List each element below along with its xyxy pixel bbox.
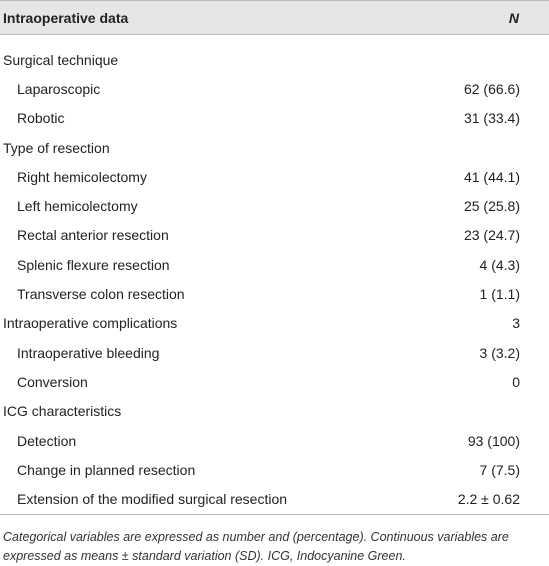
group-value <box>417 133 549 162</box>
item-label: Splenic flexure resection <box>17 256 170 273</box>
item-row: Transverse colon resection 1 (1.1) <box>0 279 549 308</box>
group-value <box>417 35 549 75</box>
group-value: 3 <box>512 315 520 332</box>
item-value: 62 (66.6) <box>463 80 520 97</box>
item-value: 2.2 ± 0.62 <box>416 484 549 515</box>
item-label: Extension of the modified surgical resec… <box>0 484 417 515</box>
item-value: 25 (25.8) <box>463 198 520 215</box>
group-label: Type of resection <box>3 139 110 156</box>
group-label: ICG characteristics <box>3 403 122 420</box>
header-value: N <box>416 0 549 35</box>
item-row: Rectal anterior resection 23 (24.7) <box>0 221 549 250</box>
item-label: Right hemicolectomy <box>17 168 147 185</box>
item-value: 93 (100) <box>467 432 520 449</box>
item-row: Laparoscopic 62 (66.6) <box>0 74 549 103</box>
item-row: Splenic flexure resection 4 (4.3) <box>0 250 549 279</box>
group-row: Surgical technique <box>0 35 549 75</box>
item-value: 23 (24.7) <box>463 227 520 244</box>
item-row: Conversion 0 <box>0 367 549 396</box>
item-row: Intraoperative bleeding 3 (3.2) <box>0 338 549 367</box>
item-row: Change in planned resection 7 (7.5) <box>0 455 549 484</box>
item-label: Laparoscopic <box>17 80 101 97</box>
item-label: Intraoperative bleeding <box>17 344 160 361</box>
item-value: 1 (1.1) <box>479 286 520 303</box>
item-value: 7 (7.5) <box>479 461 520 478</box>
group-row: Type of resection <box>0 133 549 162</box>
item-label: Left hemicolectomy <box>17 198 138 215</box>
group-value <box>417 397 549 426</box>
group-row: Intraoperative complications 3 <box>0 309 549 338</box>
item-label: Robotic <box>17 110 65 127</box>
data-table: Intraoperative data N Surgical technique… <box>0 0 549 515</box>
item-label: Transverse colon resection <box>17 286 185 303</box>
item-value: 4 (4.3) <box>479 256 520 273</box>
table-body: Surgical technique Laparoscopic 62 (66.6) R… <box>0 35 549 515</box>
item-value: 31 (33.4) <box>463 110 520 127</box>
footnote: Categorical variables are expressed as n… <box>3 529 509 563</box>
item-label: Change in planned resection <box>17 461 196 478</box>
header-label: Intraoperative data <box>0 0 417 35</box>
item-row: Left hemicolectomy 25 (25.8) <box>0 191 549 220</box>
item-label: Conversion <box>17 373 88 390</box>
item-value: 3 (3.2) <box>479 344 520 361</box>
table-header: Intraoperative data N <box>0 0 549 35</box>
item-row: Extension of the modified surgical resec… <box>0 484 549 515</box>
group-label: Intraoperative complications <box>3 315 178 332</box>
item-row: Detection 93 (100) <box>0 426 549 455</box>
item-row: Robotic 31 (33.4) <box>0 104 549 133</box>
item-label: Detection <box>17 432 77 449</box>
group-row: ICG characteristics <box>0 397 549 426</box>
header-row: Intraoperative data N <box>0 0 549 35</box>
item-value: 41 (44.1) <box>463 168 520 185</box>
item-row: Right hemicolectomy 41 (44.1) <box>0 162 549 191</box>
item-label: Rectal anterior resection <box>17 227 169 244</box>
item-value: 0 <box>512 373 520 390</box>
group-label: Surgical technique <box>3 51 119 68</box>
